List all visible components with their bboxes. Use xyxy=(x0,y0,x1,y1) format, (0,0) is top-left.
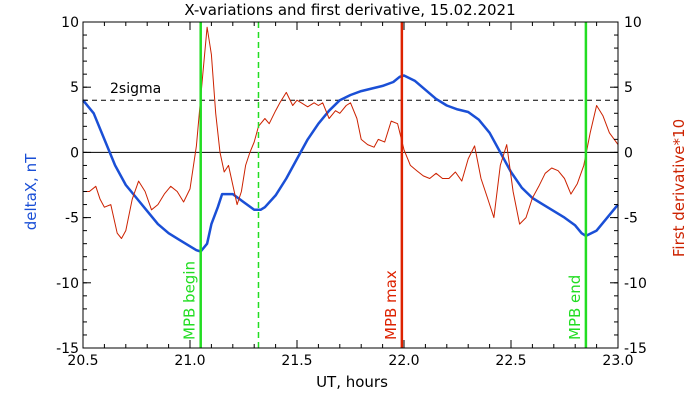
deltax-series-line xyxy=(82,74,619,253)
boundary-markers: MPB begin MPB max MPB end xyxy=(181,22,588,348)
y-tick-label-left: 10 xyxy=(61,15,79,31)
x-tick-label: 23.0 xyxy=(602,353,633,369)
data-lines xyxy=(82,26,619,253)
y-tick-label-right: -10 xyxy=(624,276,647,292)
y-tick-label-right: 0 xyxy=(624,145,633,161)
x-tick-label: 20.5 xyxy=(67,353,98,369)
chart-title: X-variations and first derivative, 15.02… xyxy=(184,1,515,19)
x-tick-label: 21.5 xyxy=(281,353,312,369)
y-tick-label-left: 0 xyxy=(70,145,79,161)
y-tick-label-left: -5 xyxy=(65,211,79,227)
axes: 20.5 21.0 21.5 22.0 22.5 23.0 10 10 5 5 0 0 -5 -5 -10 -… xyxy=(56,15,647,369)
y-axis-right-title: First derivative*10 xyxy=(670,119,688,257)
y-tick-label-right: -5 xyxy=(624,211,638,227)
y-tick-label-right: 5 xyxy=(624,80,633,96)
y-tick-label-right: 10 xyxy=(624,15,642,31)
plot-area xyxy=(83,99,618,153)
y-axis-left-title: deltaX, nT xyxy=(22,153,40,230)
x-tick-label: 22.0 xyxy=(388,353,419,369)
y-tick-label-left: -10 xyxy=(56,276,79,292)
y-tick-label-left: 5 xyxy=(70,80,79,96)
marker-label-3: MPB max xyxy=(382,270,400,340)
derivative-series-line xyxy=(83,26,619,239)
x-axis-title: UT, hours xyxy=(316,373,388,391)
threshold-label: 2sigma xyxy=(110,81,161,97)
plot-frame xyxy=(82,21,619,349)
marker-label-1: MPB begin xyxy=(181,261,199,340)
y-tick-label-right: -15 xyxy=(624,341,647,357)
x-tick-label: 21.0 xyxy=(174,353,205,369)
x-tick-label: 22.5 xyxy=(495,353,526,369)
y-tick-label-left: -15 xyxy=(56,341,79,357)
marker-label-4: MPB end xyxy=(566,275,584,340)
